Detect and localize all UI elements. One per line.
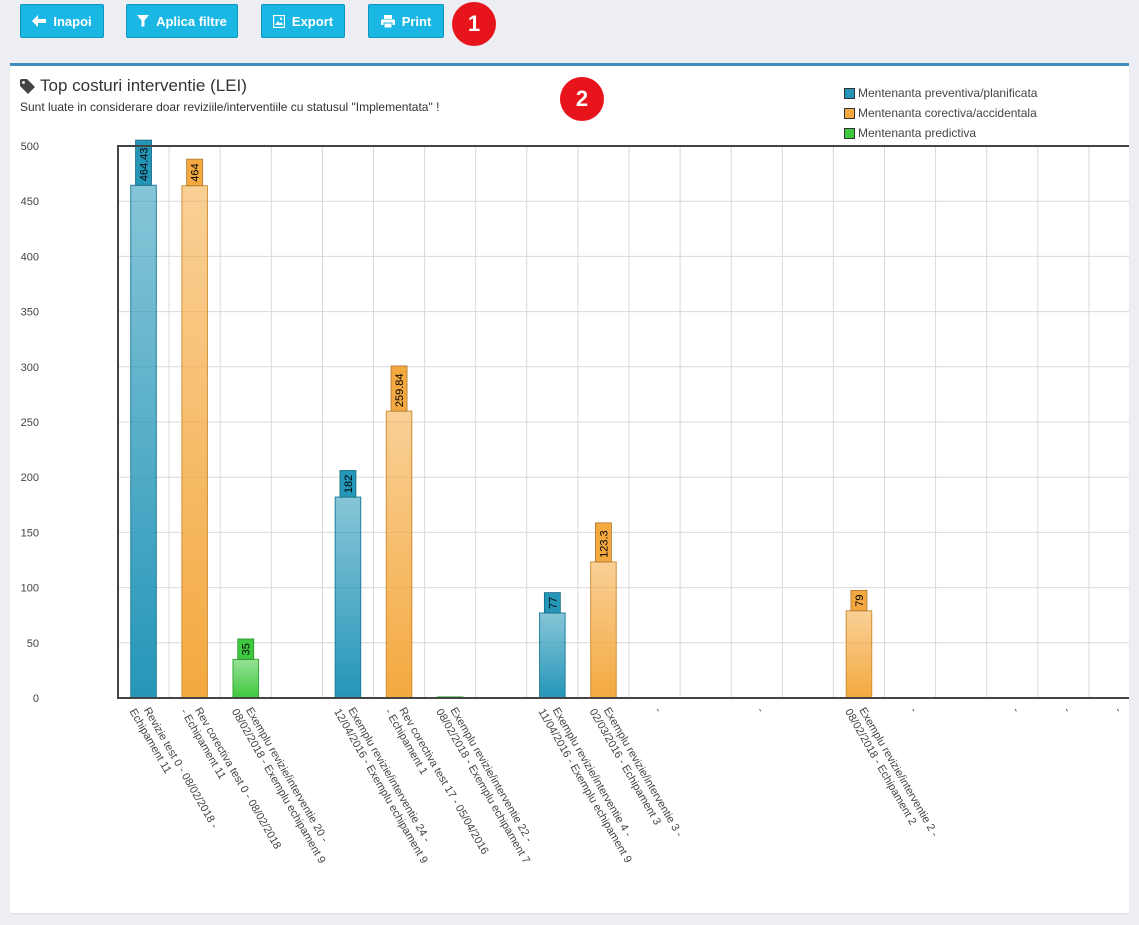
- plot-frame: [117, 145, 1129, 699]
- y-tick-label: 450: [21, 196, 39, 208]
- data-label-box: [850, 589, 868, 612]
- y-tick-label: 350: [21, 307, 39, 319]
- data-label-box: [135, 139, 152, 186]
- legend-swatch: [844, 107, 855, 119]
- bar: [539, 612, 566, 699]
- legend-label: Mentenanta corectiva/accidentala: [858, 106, 1037, 120]
- filter-icon: [137, 15, 150, 27]
- bar-chart: 0 50 100 150 200 250 300 350 400 450 500 464.43 464 3…: [21, 139, 1129, 866]
- panel-subtitle: Sunt luate in considerare doar reviziile…: [20, 100, 440, 114]
- image-file-icon: [272, 14, 285, 28]
- legend-item[interactable]: Mentenanta predictiva: [844, 123, 1037, 143]
- data-label-box: [390, 365, 408, 412]
- panel-title-text: Top costuri interventie (LEI): [40, 76, 247, 95]
- bar: [590, 561, 617, 699]
- tag-icon: [20, 78, 35, 94]
- back-button[interactable]: Inapoi: [20, 4, 104, 38]
- bar: [181, 185, 208, 699]
- x-tick-label: -: [1010, 706, 1022, 715]
- legend-swatch: [844, 127, 855, 139]
- data-label-box: [237, 638, 255, 660]
- print-button-label: Print: [401, 13, 432, 29]
- marker-1-label: 1: [467, 11, 481, 36]
- y-tick-label: 150: [21, 527, 39, 539]
- x-tick-label: -: [1112, 706, 1124, 715]
- data-label: 464.43: [139, 148, 151, 182]
- bar: [130, 184, 157, 699]
- chart-panel: Top costuri interventie (LEI) Sunt luate…: [10, 63, 1129, 913]
- x-tick-label: -: [1061, 706, 1073, 715]
- y-tick-label: 250: [21, 417, 39, 429]
- bar: [845, 610, 873, 699]
- annotation-marker-1: 1: [452, 2, 496, 46]
- data-label: 77: [547, 597, 559, 609]
- export-button-label: Export: [291, 13, 334, 29]
- printer-icon: [380, 14, 395, 28]
- y-tick-label: 500: [21, 141, 39, 153]
- x-tick-label: -: [907, 706, 919, 715]
- x-tick-label: -: [652, 706, 664, 715]
- apply-filters-button[interactable]: Aplica filtre: [126, 4, 238, 38]
- bar: [334, 496, 362, 699]
- legend-swatch: [844, 87, 855, 99]
- x-tick-label: -: [754, 706, 766, 715]
- y-tick-label: 50: [27, 638, 39, 650]
- data-label-box: [339, 470, 357, 498]
- apply-filters-label: Aplica filtre: [156, 13, 227, 29]
- chart-legend: Mentenanta preventiva/planificata Mentena…: [844, 83, 1037, 143]
- marker-2-label: 2: [575, 86, 589, 111]
- data-label-box: [595, 522, 612, 563]
- print-button[interactable]: Print: [368, 4, 444, 38]
- data-label: 35: [241, 643, 253, 655]
- data-label: 182: [343, 475, 355, 493]
- annotation-marker-2: 2: [560, 77, 604, 121]
- panel-title: Top costuri interventie (LEI): [20, 76, 247, 96]
- back-button-label: Inapoi: [53, 13, 92, 29]
- data-label-box: [186, 158, 204, 187]
- data-label: 79: [854, 595, 866, 607]
- legend-item[interactable]: Mentenanta corectiva/accidentala: [844, 103, 1037, 123]
- bar: [385, 410, 413, 699]
- legend-label: Mentenanta predictiva: [858, 126, 977, 140]
- export-button[interactable]: Export: [261, 4, 345, 38]
- y-tick-label: 100: [21, 583, 39, 595]
- y-tick-label: 200: [21, 472, 39, 484]
- data-label: 464: [190, 163, 202, 181]
- x-tick-label: Exemplu revizie/interventie 24 -12/04/20…: [331, 700, 441, 866]
- x-tick-label: Exemplu revizie/interventie 2 -08/02/201…: [842, 700, 940, 846]
- data-label: 259.84: [394, 373, 406, 407]
- legend-item[interactable]: Mentenanta preventiva/planificata: [844, 83, 1037, 103]
- toolbar: Inapoi Aplica filtre Export Print 1: [0, 0, 1139, 50]
- legend-label: Mentenanta preventiva/planificata: [858, 86, 1038, 100]
- data-label: 123.3: [598, 530, 610, 558]
- arrow-left-icon: [32, 15, 47, 27]
- data-label-box: [543, 592, 561, 614]
- y-tick-label: 300: [21, 362, 39, 374]
- y-tick-label: 0: [33, 693, 39, 705]
- bar: [232, 658, 260, 699]
- y-tick-label: 400: [21, 251, 39, 263]
